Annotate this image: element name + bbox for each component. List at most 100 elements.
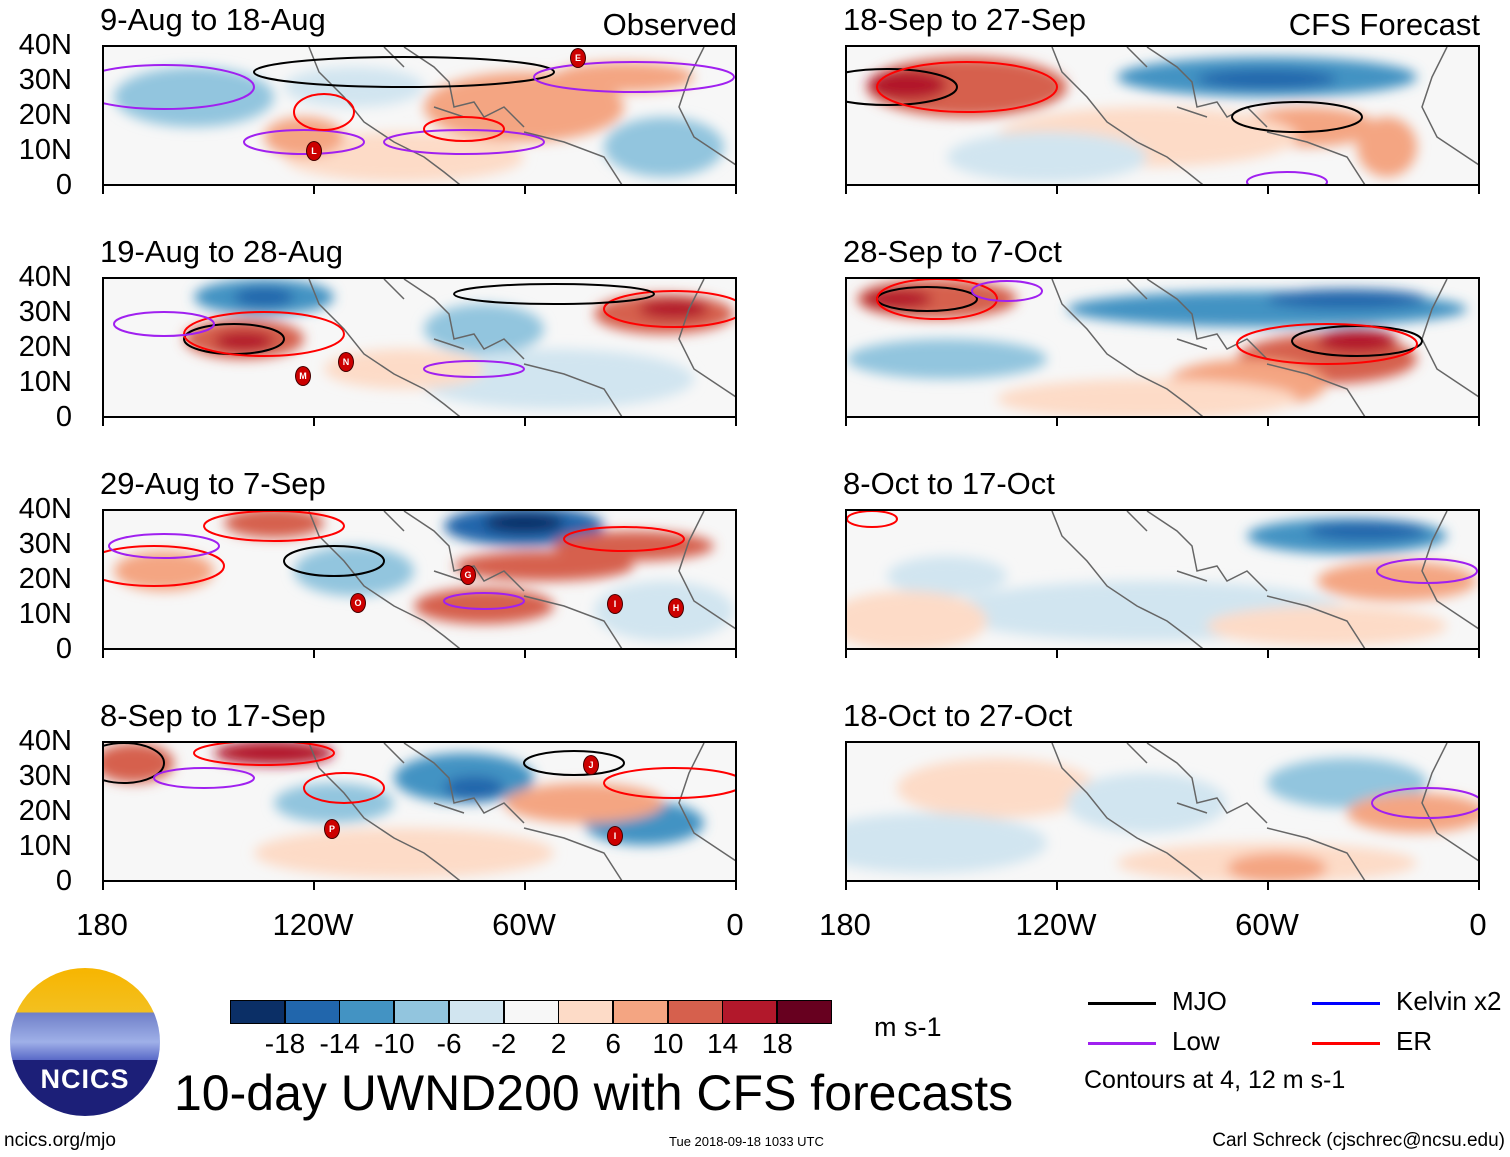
legend-label: ER <box>1396 1026 1433 1056</box>
colorbar-label: -14 <box>319 1028 360 1059</box>
wave-contour <box>203 511 345 542</box>
anomaly-region <box>264 117 344 157</box>
ncics-logo: NCICS <box>10 968 160 1116</box>
anomaly-region <box>1067 773 1227 833</box>
colorbar-swatch <box>558 1000 614 1024</box>
axis-tick <box>102 418 104 426</box>
legend-line <box>1312 1002 1380 1005</box>
anomaly-region <box>294 546 414 596</box>
wave-contour <box>453 283 655 305</box>
anomaly-region <box>604 117 724 177</box>
panel-source-label: CFS Forecast <box>1288 7 1480 42</box>
latitude-label: 40N <box>18 493 72 525</box>
hurricane-icon: L <box>306 141 322 161</box>
wave-contour <box>603 767 735 799</box>
anomaly-region <box>504 783 664 823</box>
panel-title: 9-Aug to 18-Aug <box>100 2 326 37</box>
hurricane-icon: P <box>324 819 340 839</box>
anomaly-region <box>997 379 1297 416</box>
wind-anomaly-map <box>847 279 1478 416</box>
hurricane-icon: M <box>295 366 311 386</box>
wave-contour <box>1376 558 1478 584</box>
anomaly-region <box>897 758 1097 818</box>
wave-contour <box>153 767 255 789</box>
coastline <box>1051 511 1478 648</box>
longitude-label: 0 <box>726 907 744 942</box>
latitude-label: 30N <box>18 760 72 792</box>
colorbar-swatch <box>777 1000 832 1024</box>
latitude-label: 30N <box>18 528 72 560</box>
wind-anomaly-map <box>104 47 735 184</box>
website-link[interactable]: ncics.org/mjo <box>4 1130 116 1151</box>
latitude-label: 30N <box>18 64 72 96</box>
axis-tick <box>102 650 104 658</box>
colorbar-label: -6 <box>436 1028 462 1059</box>
map-panel: P J I <box>102 741 737 882</box>
wave-contour <box>876 61 1058 113</box>
axis-tick <box>1056 650 1058 658</box>
axis-tick <box>1267 882 1269 890</box>
anomaly-region <box>1197 69 1337 89</box>
wave-contour <box>1231 101 1363 133</box>
colorbar-label: 6 <box>605 1028 621 1059</box>
axis-tick <box>1478 186 1480 194</box>
axis-tick <box>313 650 315 658</box>
hurricane-icon: N <box>338 352 354 372</box>
anomaly-region <box>554 531 714 561</box>
anomaly-region <box>424 304 544 354</box>
wave-contour <box>253 56 555 88</box>
latitude-label: 10N <box>18 366 72 398</box>
axis-tick <box>524 186 526 194</box>
anomaly-region <box>114 67 274 127</box>
anomaly-region <box>1207 606 1447 646</box>
longitude-label: 180 <box>76 907 128 942</box>
wave-contour <box>523 750 625 776</box>
panel-title: 19-Aug to 28-Aug <box>100 234 344 269</box>
hurricane-icon: E <box>570 48 586 68</box>
wave-contour <box>443 592 525 610</box>
wave-contour <box>104 545 225 587</box>
anomaly-region <box>414 349 694 409</box>
anomaly-region <box>104 743 174 783</box>
anomaly-region <box>214 743 334 765</box>
colorbar-swatch <box>339 1000 395 1024</box>
logo-text: NCICS <box>40 1064 130 1094</box>
panel-source-label: Observed <box>602 7 737 42</box>
wave-contour <box>603 290 735 328</box>
axis-tick <box>313 186 315 194</box>
axis-tick <box>313 418 315 426</box>
coastline <box>308 279 735 416</box>
wave-contour <box>971 280 1043 302</box>
wave-contour <box>108 533 220 559</box>
anomaly-region <box>1267 289 1427 309</box>
anomaly-region <box>887 556 1007 596</box>
legend-label: MJO <box>1172 986 1227 1016</box>
coastline <box>1051 47 1478 184</box>
wave-contour <box>183 311 345 357</box>
anomaly-region <box>324 349 484 389</box>
anomaly-region <box>554 62 694 92</box>
hurricane-icon: O <box>350 593 366 613</box>
anomaly-region <box>639 299 709 319</box>
axis-tick <box>524 418 526 426</box>
anomaly-region <box>1227 853 1327 880</box>
anomaly-region <box>1307 521 1427 541</box>
wind-anomaly-map <box>847 511 1478 648</box>
wave-contour <box>383 129 545 155</box>
anomaly-region <box>1357 117 1417 177</box>
latitude-label: 30N <box>18 296 72 328</box>
axis-tick <box>735 418 737 426</box>
axis-tick <box>1056 418 1058 426</box>
axis-tick <box>845 650 847 658</box>
anomaly-region <box>1317 329 1397 353</box>
wave-contour <box>113 311 215 337</box>
wind-anomaly-map <box>847 47 1478 184</box>
colorbar-swatch <box>722 1000 778 1024</box>
colorbar-swatch <box>448 1000 504 1024</box>
longitude-label: 120W <box>1015 907 1097 942</box>
axis-tick <box>1478 418 1480 426</box>
colorbar-swatch <box>394 1000 450 1024</box>
